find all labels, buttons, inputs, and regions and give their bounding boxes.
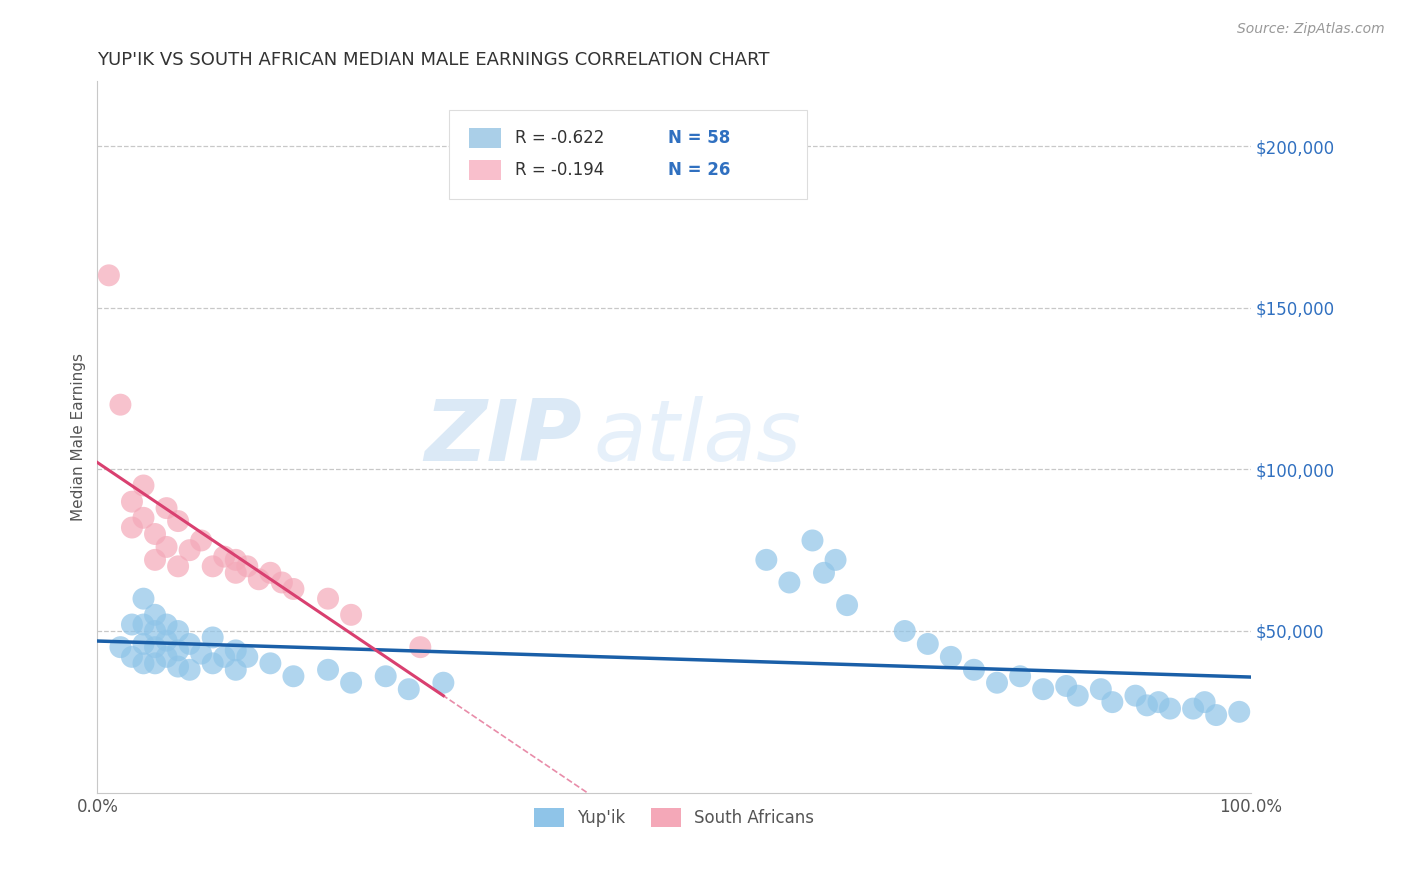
Point bbox=[1090, 682, 1112, 697]
Point bbox=[143, 624, 166, 638]
Point bbox=[917, 637, 939, 651]
Point bbox=[1159, 701, 1181, 715]
Point bbox=[201, 559, 224, 574]
Text: Source: ZipAtlas.com: Source: ZipAtlas.com bbox=[1237, 22, 1385, 37]
Text: N = 26: N = 26 bbox=[668, 161, 731, 179]
Point bbox=[121, 520, 143, 534]
Point bbox=[801, 533, 824, 548]
Point bbox=[1054, 679, 1077, 693]
Point bbox=[283, 669, 305, 683]
Point bbox=[755, 553, 778, 567]
Point bbox=[824, 553, 846, 567]
Point bbox=[110, 398, 132, 412]
Point bbox=[132, 591, 155, 606]
Point bbox=[132, 637, 155, 651]
Point bbox=[963, 663, 986, 677]
Point bbox=[1227, 705, 1250, 719]
Text: YUP'IK VS SOUTH AFRICAN MEDIAN MALE EARNINGS CORRELATION CHART: YUP'IK VS SOUTH AFRICAN MEDIAN MALE EARN… bbox=[97, 51, 770, 69]
Point bbox=[247, 572, 270, 586]
Point bbox=[778, 575, 800, 590]
Point bbox=[259, 657, 281, 671]
Point bbox=[340, 675, 363, 690]
Point bbox=[236, 649, 259, 664]
Point bbox=[374, 669, 396, 683]
Text: atlas: atlas bbox=[593, 395, 801, 478]
Point bbox=[201, 657, 224, 671]
Point bbox=[893, 624, 915, 638]
Point bbox=[316, 663, 339, 677]
Point bbox=[167, 624, 190, 638]
Point bbox=[939, 649, 962, 664]
FancyBboxPatch shape bbox=[468, 128, 501, 148]
Point bbox=[190, 533, 212, 548]
Point bbox=[225, 566, 247, 580]
Point bbox=[1194, 695, 1216, 709]
Point bbox=[270, 575, 292, 590]
FancyBboxPatch shape bbox=[449, 110, 807, 199]
Point bbox=[143, 657, 166, 671]
Text: R = -0.194: R = -0.194 bbox=[515, 161, 605, 179]
Text: ZIP: ZIP bbox=[425, 395, 582, 478]
Point bbox=[236, 559, 259, 574]
Point bbox=[986, 675, 1008, 690]
Point bbox=[155, 617, 177, 632]
Point bbox=[143, 640, 166, 655]
Point bbox=[155, 540, 177, 554]
Point bbox=[97, 268, 120, 283]
Point bbox=[835, 598, 858, 612]
Text: N = 58: N = 58 bbox=[668, 129, 731, 147]
Point bbox=[132, 478, 155, 492]
Point bbox=[1032, 682, 1054, 697]
Point bbox=[1182, 701, 1205, 715]
Text: R = -0.622: R = -0.622 bbox=[515, 129, 605, 147]
Point bbox=[155, 633, 177, 648]
Point bbox=[132, 511, 155, 525]
Point bbox=[167, 659, 190, 673]
Point bbox=[1205, 708, 1227, 723]
Point bbox=[409, 640, 432, 655]
Point bbox=[132, 617, 155, 632]
Point bbox=[1067, 689, 1090, 703]
Point bbox=[143, 607, 166, 622]
Y-axis label: Median Male Earnings: Median Male Earnings bbox=[72, 353, 86, 521]
Point bbox=[143, 527, 166, 541]
FancyBboxPatch shape bbox=[468, 161, 501, 180]
Point bbox=[167, 514, 190, 528]
Point bbox=[340, 607, 363, 622]
Point bbox=[201, 631, 224, 645]
Point bbox=[179, 543, 201, 558]
Point bbox=[110, 640, 132, 655]
Point bbox=[121, 494, 143, 508]
Point bbox=[167, 643, 190, 657]
Point bbox=[143, 553, 166, 567]
Point bbox=[1125, 689, 1147, 703]
Legend: Yup'ik, South Africans: Yup'ik, South Africans bbox=[527, 802, 821, 834]
Point bbox=[121, 617, 143, 632]
Point bbox=[398, 682, 420, 697]
Point bbox=[179, 663, 201, 677]
Point bbox=[155, 649, 177, 664]
Point bbox=[813, 566, 835, 580]
Point bbox=[212, 549, 235, 564]
Point bbox=[167, 559, 190, 574]
Point bbox=[259, 566, 281, 580]
Point bbox=[225, 663, 247, 677]
Point bbox=[190, 647, 212, 661]
Point bbox=[1101, 695, 1123, 709]
Point bbox=[1147, 695, 1170, 709]
Point bbox=[121, 649, 143, 664]
Point bbox=[1136, 698, 1159, 713]
Point bbox=[155, 501, 177, 516]
Point bbox=[132, 657, 155, 671]
Point bbox=[225, 643, 247, 657]
Point bbox=[283, 582, 305, 596]
Point bbox=[179, 637, 201, 651]
Point bbox=[316, 591, 339, 606]
Point bbox=[1010, 669, 1032, 683]
Point bbox=[225, 553, 247, 567]
Point bbox=[432, 675, 454, 690]
Point bbox=[212, 649, 235, 664]
